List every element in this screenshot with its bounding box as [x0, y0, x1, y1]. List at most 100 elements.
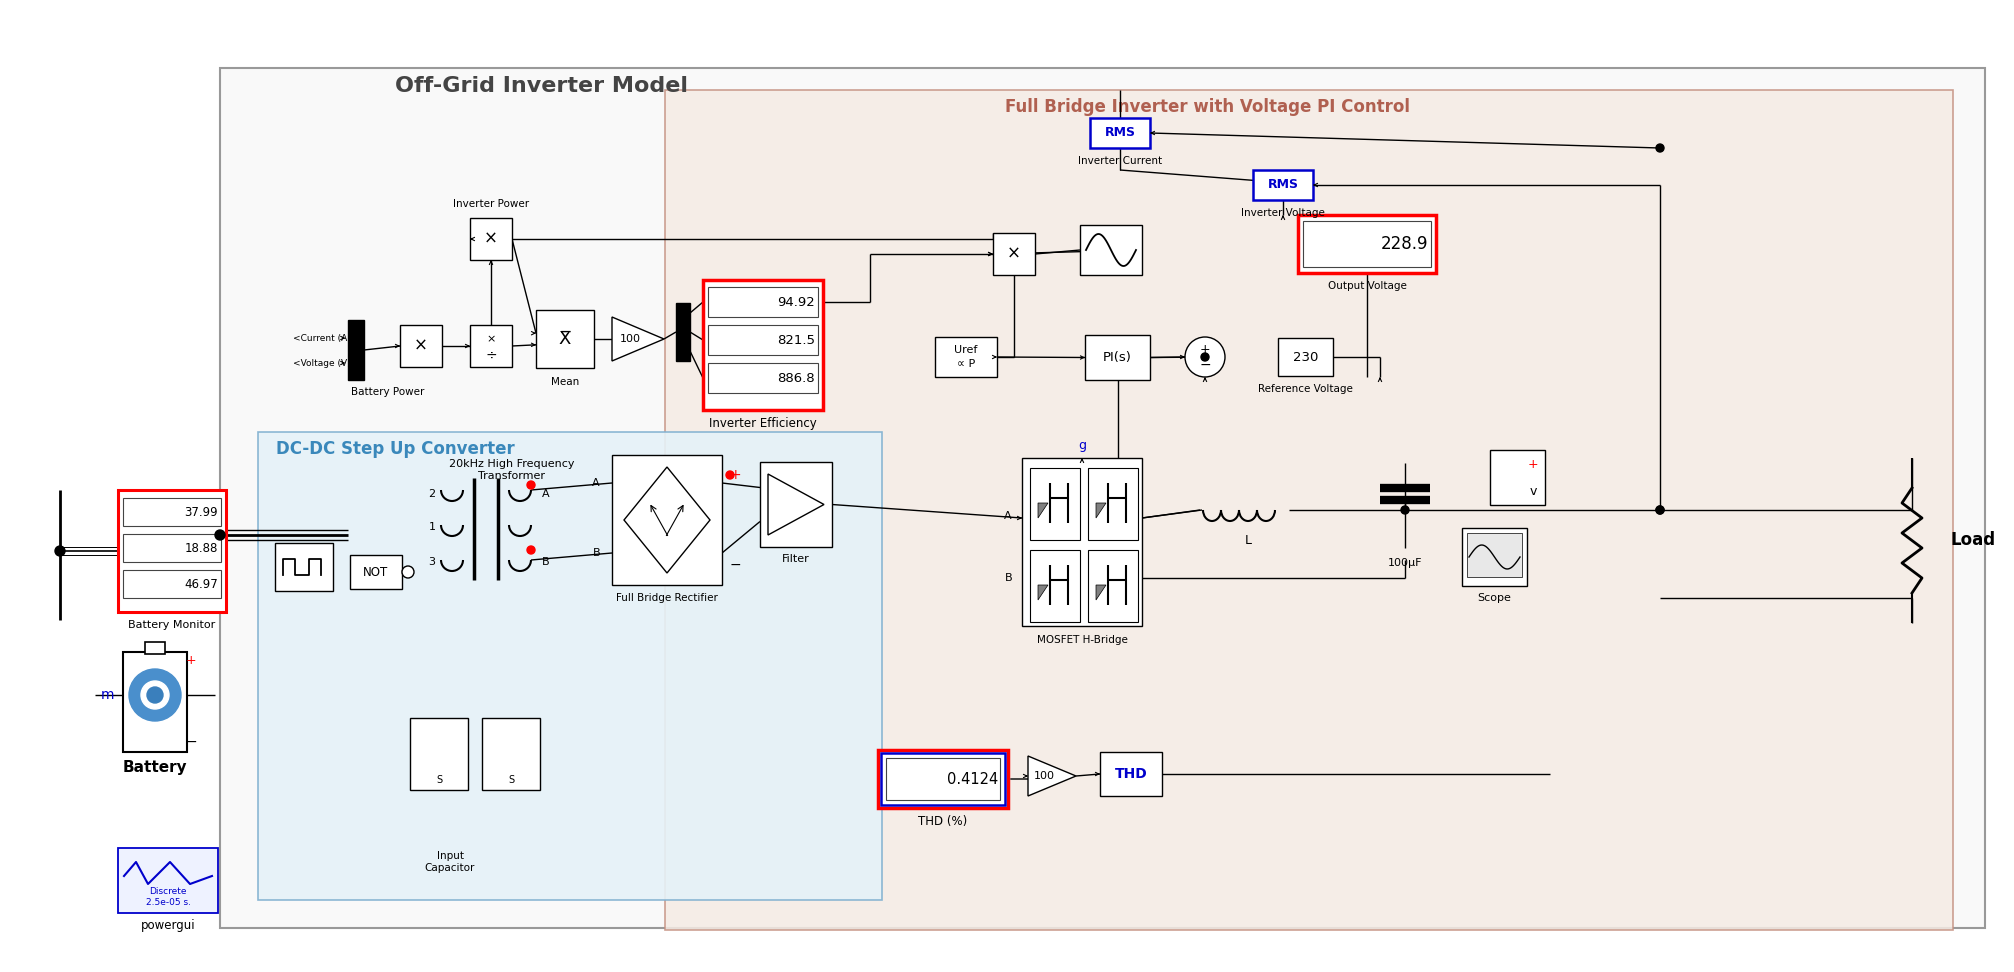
Text: 20kHz High Frequency
Transformer: 20kHz High Frequency Transformer: [449, 459, 574, 481]
Bar: [123, 534, 222, 562]
Bar: [612, 455, 721, 585]
Text: 94.92: 94.92: [777, 295, 816, 308]
Text: g: g: [1077, 438, 1086, 452]
Polygon shape: [1027, 756, 1075, 796]
Text: A: A: [592, 478, 600, 488]
Text: ÷: ÷: [485, 349, 497, 363]
Bar: [934, 337, 997, 377]
Text: S: S: [508, 775, 514, 785]
Polygon shape: [1096, 585, 1106, 600]
Bar: [348, 320, 365, 380]
Bar: [1253, 170, 1313, 200]
Bar: [1090, 118, 1150, 148]
Circle shape: [1402, 506, 1410, 514]
Text: Scope: Scope: [1478, 593, 1510, 603]
Text: DC-DC Step Up Converter: DC-DC Step Up Converter: [276, 440, 516, 458]
Circle shape: [215, 530, 226, 540]
Polygon shape: [612, 317, 665, 361]
Text: Inverter Power: Inverter Power: [453, 199, 530, 209]
Text: +: +: [185, 653, 195, 667]
Bar: [886, 758, 1001, 800]
Text: Full Bridge Inverter with Voltage PI Control: Full Bridge Inverter with Voltage PI Con…: [1005, 98, 1410, 116]
Bar: [123, 570, 222, 598]
Text: Battery: Battery: [123, 759, 187, 775]
Bar: [220, 68, 1986, 928]
Text: 0.4124: 0.4124: [947, 772, 999, 786]
Text: B: B: [1005, 573, 1011, 583]
Circle shape: [725, 471, 733, 479]
Bar: [145, 642, 165, 654]
Circle shape: [1184, 337, 1225, 377]
Text: Discrete
2.5e-05 s.: Discrete 2.5e-05 s.: [145, 887, 191, 907]
Text: Off-Grid Inverter Model: Off-Grid Inverter Model: [395, 76, 689, 96]
Bar: [759, 462, 832, 547]
Bar: [665, 90, 1954, 930]
Bar: [709, 287, 818, 317]
Bar: [1080, 225, 1142, 275]
Bar: [350, 555, 403, 589]
Circle shape: [54, 546, 64, 556]
Text: RMS: RMS: [1267, 179, 1299, 191]
Text: MOSFET H-Bridge: MOSFET H-Bridge: [1037, 635, 1128, 645]
Text: +: +: [1200, 342, 1210, 356]
Bar: [1303, 221, 1432, 267]
Polygon shape: [1037, 585, 1047, 600]
Text: THD (%): THD (%): [918, 815, 967, 827]
Circle shape: [403, 566, 415, 578]
Text: −: −: [729, 558, 741, 572]
Circle shape: [129, 669, 181, 721]
Bar: [123, 498, 222, 526]
Text: Reference Voltage: Reference Voltage: [1259, 384, 1353, 394]
Text: L: L: [1245, 534, 1251, 546]
Bar: [1462, 528, 1527, 586]
Text: 230: 230: [1293, 351, 1319, 364]
Bar: [258, 432, 882, 900]
Text: 100μF: 100μF: [1388, 558, 1422, 568]
Text: +: +: [729, 468, 741, 482]
Text: Battery Monitor: Battery Monitor: [129, 620, 215, 630]
Bar: [709, 363, 818, 393]
Text: 886.8: 886.8: [777, 371, 816, 385]
Text: ×: ×: [483, 230, 497, 248]
Text: Load: Load: [1950, 531, 1996, 549]
Text: v: v: [1529, 484, 1537, 498]
Bar: [1466, 533, 1523, 577]
Bar: [703, 280, 824, 410]
Text: 821.5: 821.5: [777, 333, 816, 346]
Bar: [469, 325, 512, 367]
Text: B: B: [592, 548, 600, 558]
Text: Full Bridge Rectifier: Full Bridge Rectifier: [616, 593, 717, 603]
Bar: [677, 303, 691, 361]
Circle shape: [141, 681, 169, 709]
Bar: [276, 543, 332, 591]
Text: B: B: [542, 557, 550, 567]
Circle shape: [528, 546, 536, 554]
Text: 37.99: 37.99: [185, 505, 218, 518]
Bar: [123, 652, 187, 752]
Text: −: −: [185, 735, 197, 749]
Text: Inverter Efficiency: Inverter Efficiency: [709, 416, 818, 430]
Text: 228.9: 228.9: [1380, 235, 1428, 253]
Text: PI(s): PI(s): [1104, 351, 1132, 364]
Text: 2: 2: [429, 489, 435, 499]
Text: m: m: [101, 688, 115, 702]
Bar: [481, 718, 540, 790]
Text: 100: 100: [1035, 771, 1055, 781]
Circle shape: [1656, 506, 1664, 514]
Text: 46.97: 46.97: [183, 577, 218, 591]
Text: ×: ×: [1007, 245, 1021, 263]
Text: <Current (A)>: <Current (A)>: [292, 333, 358, 342]
Text: THD: THD: [1114, 767, 1148, 781]
Text: Output Voltage: Output Voltage: [1327, 281, 1406, 291]
Text: S: S: [435, 775, 441, 785]
Text: −: −: [1198, 358, 1210, 372]
Text: A: A: [542, 489, 550, 499]
Bar: [709, 325, 818, 355]
Text: Filter: Filter: [781, 554, 810, 564]
Text: 1: 1: [429, 522, 435, 532]
Text: X̅: X̅: [558, 330, 572, 348]
Text: RMS: RMS: [1104, 126, 1136, 140]
Bar: [1490, 450, 1545, 505]
Text: ×: ×: [485, 334, 495, 344]
Bar: [880, 753, 1005, 805]
